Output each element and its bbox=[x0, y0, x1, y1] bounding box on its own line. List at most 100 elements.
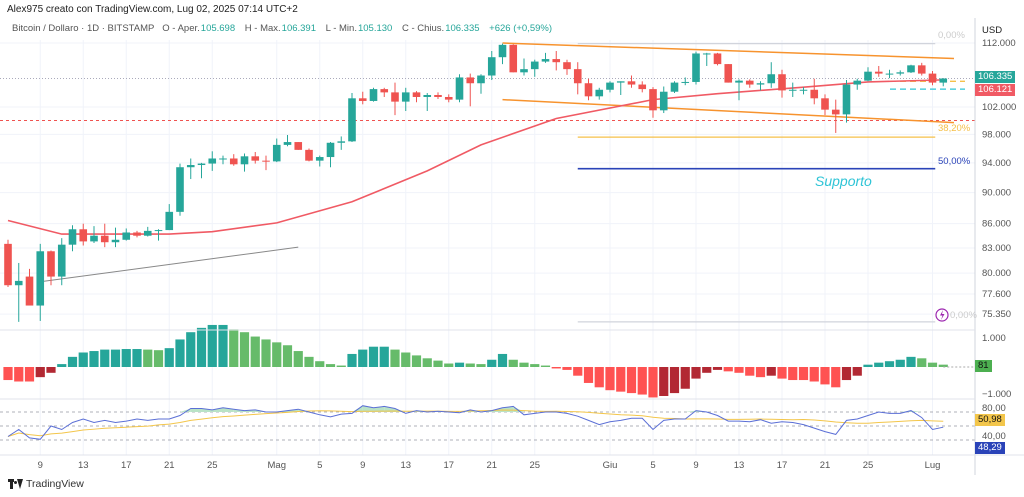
rsi-zone-fill bbox=[201, 408, 213, 412]
macd-bar bbox=[669, 367, 680, 394]
price-tick: 75.350 bbox=[982, 309, 1011, 320]
tradingview-logo[interactable]: TradingView bbox=[8, 478, 84, 490]
currency-label: USD bbox=[982, 25, 1002, 36]
open-label: O - Aper. bbox=[162, 23, 200, 34]
candle-body bbox=[262, 160, 270, 162]
candle-body bbox=[896, 72, 905, 74]
macd-bar bbox=[218, 324, 228, 367]
candle-body bbox=[692, 53, 700, 82]
macd-bar bbox=[390, 349, 400, 367]
macd-bar bbox=[186, 332, 196, 367]
candle-body bbox=[616, 81, 625, 83]
symbol-name[interactable]: Bitcoin / Dollaro · 1D · BITSTAMP bbox=[12, 23, 155, 34]
support-label: Supporto bbox=[815, 173, 872, 189]
candle-body bbox=[455, 77, 464, 100]
candle-body bbox=[133, 232, 141, 236]
candle-body bbox=[305, 149, 313, 161]
time-tick: 13 bbox=[78, 460, 89, 471]
macd-bar bbox=[734, 367, 744, 373]
macd-bar bbox=[487, 359, 497, 367]
candle-body bbox=[477, 75, 485, 84]
macd-bar bbox=[57, 364, 67, 367]
macd-bar bbox=[551, 367, 561, 369]
macd-bar bbox=[465, 363, 475, 367]
candle-body bbox=[756, 83, 765, 85]
candle-body bbox=[391, 92, 399, 102]
candle-body bbox=[444, 96, 453, 100]
candle-body bbox=[821, 98, 829, 110]
macd-bar bbox=[35, 367, 45, 378]
macd-bar bbox=[626, 367, 637, 394]
macd-bar bbox=[906, 356, 916, 367]
fib-50-label: 50,00% bbox=[938, 156, 971, 167]
candle-body bbox=[778, 74, 786, 91]
macd-bar bbox=[680, 367, 690, 389]
open-value: 105.698 bbox=[200, 23, 236, 34]
candle-body bbox=[552, 59, 561, 63]
price-tick: 94.000 bbox=[982, 158, 1011, 169]
macd-bar bbox=[229, 329, 239, 367]
time-tick: 5 bbox=[650, 460, 655, 471]
rsi-panel bbox=[0, 405, 975, 441]
macd-bar bbox=[250, 336, 260, 367]
candle-body bbox=[563, 62, 571, 70]
macd-bar bbox=[196, 327, 207, 367]
macd-bar bbox=[89, 351, 99, 367]
candle-body bbox=[767, 74, 776, 84]
candle-body bbox=[487, 57, 496, 76]
price-tick: 86.000 bbox=[982, 219, 1011, 230]
macd-bar bbox=[831, 367, 841, 388]
macd-bar bbox=[282, 345, 293, 367]
candle-body bbox=[165, 211, 174, 231]
rsi-tag: 48,29 bbox=[975, 442, 1005, 454]
time-tick: 9 bbox=[360, 460, 365, 471]
change-value: +626 (+0,59%) bbox=[489, 23, 553, 34]
fib-0-label: 0,00% bbox=[938, 30, 965, 41]
macd-bar bbox=[562, 367, 572, 370]
time-tick: 21 bbox=[164, 460, 175, 471]
candle-body bbox=[229, 158, 238, 165]
candle-body bbox=[584, 83, 593, 97]
candle-body bbox=[810, 89, 819, 99]
macd-bar bbox=[433, 360, 443, 367]
rsi-zone-fill bbox=[685, 410, 696, 412]
candle-body bbox=[283, 142, 292, 145]
chart-credit: Alex975 creato con TradingView.com, Lug … bbox=[7, 4, 298, 15]
macd-bar bbox=[14, 367, 24, 382]
macd-bar bbox=[852, 367, 862, 376]
macd-bar bbox=[637, 367, 647, 395]
time-tick: 21 bbox=[486, 460, 497, 471]
macd-bar bbox=[3, 367, 13, 381]
close-label: C - Chius. bbox=[401, 23, 445, 34]
macd-bar bbox=[444, 363, 454, 367]
candle-body bbox=[79, 229, 88, 242]
macd-bar bbox=[605, 367, 615, 391]
macd-bar bbox=[336, 365, 346, 367]
macd-bar bbox=[691, 367, 701, 379]
macd-bar bbox=[519, 362, 529, 367]
macd-bar bbox=[712, 367, 723, 370]
high-value: 106.391 bbox=[281, 23, 316, 34]
candle-body bbox=[853, 80, 862, 85]
rsi-zone-fill bbox=[911, 410, 922, 412]
candle-body bbox=[240, 156, 249, 165]
candle-body bbox=[842, 84, 851, 115]
macd-panel bbox=[3, 324, 975, 398]
macd-bar bbox=[164, 348, 174, 367]
macd-bar bbox=[239, 332, 250, 367]
lightning-icon[interactable] bbox=[935, 308, 949, 322]
macd-bar bbox=[325, 364, 336, 367]
high-label: H - Max. bbox=[244, 23, 281, 34]
channel-upper-line bbox=[502, 42, 955, 60]
candle-body bbox=[14, 280, 23, 286]
candle-body bbox=[509, 44, 518, 73]
candle-body bbox=[659, 91, 668, 111]
macd-bar bbox=[583, 367, 594, 383]
candle-body bbox=[294, 142, 303, 150]
close-value: 106.335 bbox=[445, 23, 480, 34]
macd-bar bbox=[841, 367, 852, 381]
candle-body bbox=[122, 232, 131, 240]
candle-body bbox=[638, 84, 647, 90]
candle-body bbox=[434, 95, 442, 97]
